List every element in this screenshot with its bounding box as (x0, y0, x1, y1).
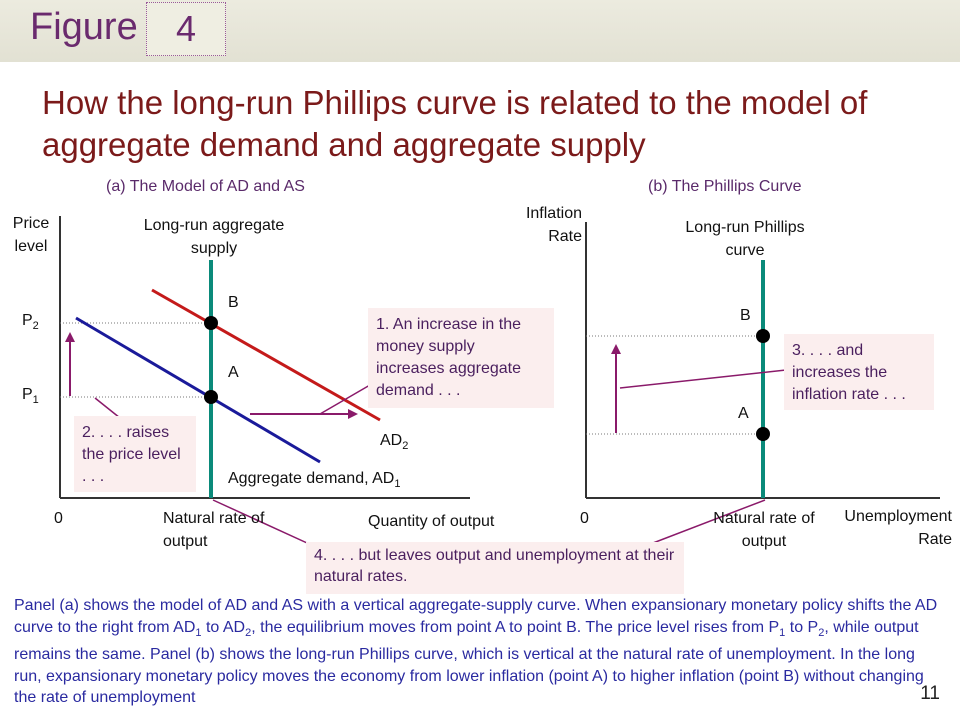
panel-b-heading: (b) The Phillips Curve (648, 178, 802, 195)
note-4-pointer-a (212, 499, 319, 549)
p2-label: P2 (22, 312, 39, 333)
figure-caption: Panel (a) shows the model of AD and AS w… (14, 597, 938, 707)
panel-b-point-b-label: B (740, 307, 751, 324)
note-4-box: 4. . . . but leaves output and unemploym… (306, 542, 684, 594)
note-3-pointer (619, 369, 787, 389)
panel-b-natural-rate-label: Natural rate of output (713, 510, 815, 550)
point-a-label: A (228, 364, 239, 381)
note-1-pointer (319, 384, 371, 415)
lras-label: Long-run aggregate supply (143, 217, 285, 257)
note-3-box: 3. . . . and increases the inflation rat… (784, 334, 934, 410)
point-b-label: B (228, 294, 239, 311)
panel-a-natural-rate-label: Natural rate of output (163, 510, 265, 550)
panel-a-x-label: Quantity of output (368, 513, 495, 530)
point-a-dot (204, 390, 218, 404)
p1-label: P1 (22, 386, 39, 407)
panel-b-point-a-label: A (738, 405, 749, 422)
note-2-pointer (94, 397, 121, 419)
panel-b-y-label: Inflation Rate (525, 205, 582, 245)
ad2-curve (151, 288, 381, 422)
panel-a-y-label: Price level (12, 215, 50, 255)
panel-b-origin: 0 (580, 510, 589, 527)
panel-b-x-label: Unemployment Rate (844, 508, 952, 548)
figure-label: Figure (30, 6, 138, 48)
ad1-curve (75, 316, 321, 464)
slide-title: How the long-run Phillips curve is relat… (42, 84, 868, 163)
ad2-label: AD2 (380, 432, 409, 453)
point-b-dot (204, 316, 218, 330)
panel-a-origin: 0 (54, 510, 63, 527)
lrpc-label: Long-run Phillips curve (685, 219, 805, 259)
note-1-box: 1. An increase in the money supply incre… (368, 308, 554, 408)
ad1-label: Aggregate demand, AD1 (228, 470, 401, 491)
figure-number: 4 (146, 2, 226, 56)
panel-b-point-a-dot (756, 427, 770, 441)
note-4-pointer-b (639, 499, 766, 549)
panel-b-point-b-dot (756, 329, 770, 343)
note-2-box: 2. . . . raises the price level . . . (74, 416, 196, 492)
panel-a-heading: (a) The Model of AD and AS (106, 178, 305, 195)
page-number: 11 (920, 683, 940, 704)
